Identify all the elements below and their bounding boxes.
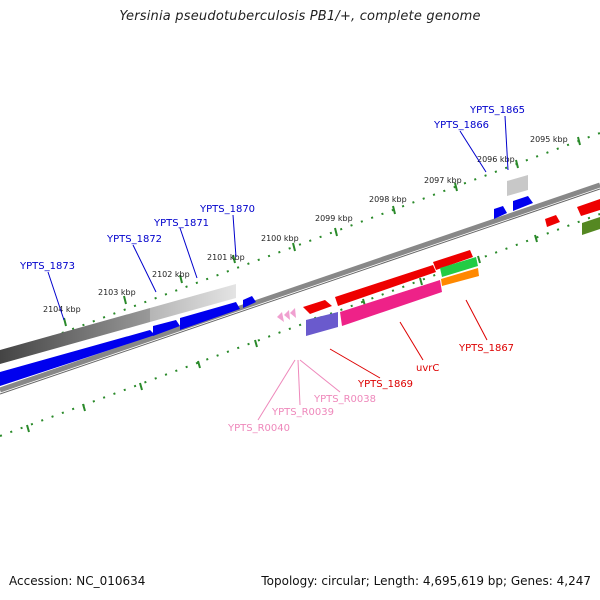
gene-gray-1865[interactable] [507,175,528,196]
gene-label-ypts-1865[interactable]: YPTS_1865 [469,105,525,116]
gene-gray-1870[interactable] [150,284,236,322]
outer-major-ticks [63,136,581,327]
leader-lines-reverse [329,299,488,379]
gene-labels-forward: YPTS_1865 YPTS_1866 YPTS_1870 YPTS_1871 … [19,105,525,272]
gene-purple[interactable] [306,312,338,336]
tick-label-2098: 2098 kbp [369,195,407,204]
gene-label-ypts-r0039[interactable]: YPTS_R0039 [271,407,334,418]
gene-labels-reverse: YPTS_1867 uvrC YPTS_1869 [357,343,514,390]
tick-label-2100: 2100 kbp [261,234,299,243]
tick-label-2095: 2095 kbp [530,135,568,144]
gene-label-ypts-1869[interactable]: YPTS_1869 [357,379,413,390]
gene-forward-1870[interactable] [243,296,256,308]
tick-label-2104: 2104 kbp [43,305,81,314]
gene-label-ypts-1872[interactable]: YPTS_1872 [106,234,162,245]
inner-tick-line [0,213,600,437]
gene-forward-1871[interactable] [180,302,240,330]
gene-label-ypts-r0040[interactable]: YPTS_R0040 [227,423,290,434]
gene-forward-1872[interactable] [153,320,180,336]
genome-summary-text: Topology: circular; Length: 4,695,619 bp… [261,574,591,588]
tick-label-2096: 2096 kbp [477,155,515,164]
ncrna-r0039[interactable] [284,310,290,320]
gene-label-ypts-1873[interactable]: YPTS_1873 [19,261,75,272]
gene-reverse-far-b[interactable] [577,199,600,216]
gene-reverse-1869[interactable] [303,300,332,314]
gene-reverse-1867[interactable] [433,250,473,270]
genome-title: Yersinia pseudotuberculosis PB1/+, compl… [119,9,481,24]
gene-forward-1865-small[interactable] [513,196,533,211]
outer-tick-line [0,132,600,357]
leader-lines-forward [47,115,509,321]
backbone-inner [0,188,600,395]
gene-label-ypts-1871[interactable]: YPTS_1871 [153,218,209,229]
gene-forward-1873[interactable] [0,330,155,386]
tick-label-2102: 2102 kbp [152,270,190,279]
gene-label-uvrc[interactable]: uvrC [416,363,439,374]
gene-gray-large[interactable] [0,308,150,364]
tick-label-2103: 2103 kbp [98,288,136,297]
gene-orange[interactable] [441,268,479,286]
ncrna-r0038[interactable] [290,308,296,318]
gene-green-a[interactable] [440,257,478,277]
gene-label-ypts-1866[interactable]: YPTS_1866 [433,120,489,131]
ncrna-r0040[interactable] [277,312,284,322]
kbp-labels: 2095 kbp 2096 kbp 2097 kbp 2098 kbp 2099… [43,135,568,314]
gene-forward-1866[interactable] [494,206,507,219]
gene-label-ypts-1867[interactable]: YPTS_1867 [458,343,514,354]
gene-reverse-uvrc[interactable] [335,265,436,306]
gene-label-ypts-1870[interactable]: YPTS_1870 [199,204,255,215]
gene-reverse-far-a[interactable] [545,215,560,227]
leader-lines-ncrna [257,359,341,421]
gene-labels-ncrna: YPTS_R0038 YPTS_R0039 YPTS_R0040 [227,394,376,434]
gene-magenta[interactable] [340,280,442,326]
gene-olive[interactable] [582,217,600,235]
tick-label-2101: 2101 kbp [207,253,245,262]
tick-label-2099: 2099 kbp [315,214,353,223]
tick-label-2097: 2097 kbp [424,176,462,185]
backbone-outer [0,182,600,393]
gene-label-ypts-r0038[interactable]: YPTS_R0038 [313,394,376,405]
accession-text: Accession: NC_010634 [9,574,146,588]
